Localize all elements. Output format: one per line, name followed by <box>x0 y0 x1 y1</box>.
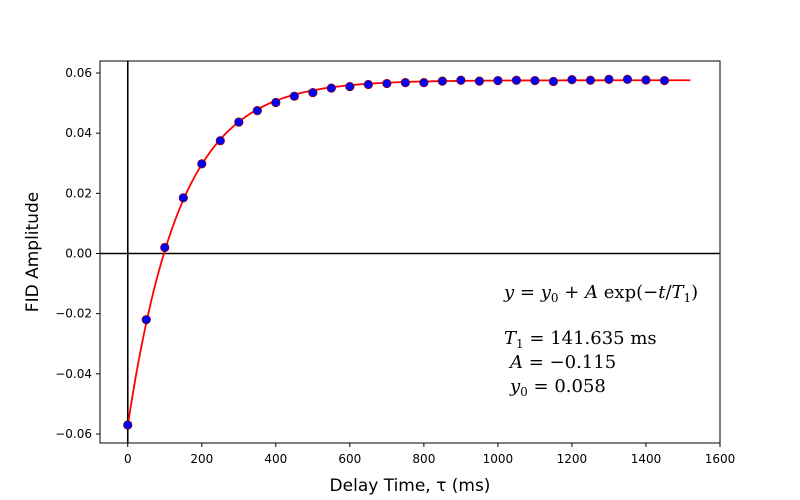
data-point <box>530 75 540 86</box>
y-axis-label: FID Amplitude <box>23 192 43 312</box>
fit-annotation: y = y0 + A exp(−t/T1) T1 = 141.635 ms A … <box>503 282 698 399</box>
y-tick-label: 0.02 <box>65 186 92 200</box>
y-tick-label: −0.06 <box>55 427 92 441</box>
y-tick-label: 0.06 <box>65 66 92 80</box>
data-point <box>197 159 207 169</box>
y-tick-label: −0.02 <box>55 307 92 321</box>
x-axis-label: Delay Time, τ (ms) <box>330 476 491 496</box>
x-tick-label: 400 <box>264 452 287 466</box>
data-point <box>567 75 577 85</box>
y-axis-ticks: −0.06 −0.04 −0.02 0.00 0.02 0.04 0.06 <box>55 66 100 441</box>
data-point <box>585 75 596 85</box>
data-point <box>123 420 133 430</box>
x-tick-label: 1600 <box>705 452 736 466</box>
y-tick-label: 0.00 <box>65 247 92 261</box>
x-tick-label: 600 <box>338 452 361 466</box>
zero-lines <box>100 61 720 443</box>
x-tick-label: 1200 <box>557 452 588 466</box>
data-point <box>474 76 485 86</box>
x-tick-label: 800 <box>412 452 435 466</box>
data-point <box>252 106 262 116</box>
plot-background <box>100 61 720 443</box>
data-point <box>345 81 355 92</box>
data-point <box>641 75 651 85</box>
data-point <box>604 74 614 84</box>
data-point <box>234 117 244 127</box>
data-point <box>178 193 188 203</box>
data-point <box>659 75 670 86</box>
data-point <box>160 242 170 253</box>
a-result-text: A = −0.115 <box>508 352 616 373</box>
data-point <box>437 76 447 86</box>
data-point <box>363 79 373 90</box>
data-point <box>271 97 281 108</box>
data-point <box>419 78 429 88</box>
data-point <box>215 136 225 146</box>
y-tick-label: −0.04 <box>55 367 92 381</box>
data-point <box>141 315 151 325</box>
x-axis-ticks: 0 200 400 600 800 1000 1200 1400 1600 <box>124 443 735 466</box>
data-point <box>493 75 503 86</box>
data-point <box>289 91 299 101</box>
x-tick-label: 0 <box>124 452 132 466</box>
x-tick-label: 1400 <box>631 452 662 466</box>
y0-result-text: y0 = 0.058 <box>509 376 606 399</box>
x-tick-label: 200 <box>190 452 213 466</box>
data-point <box>308 87 318 98</box>
data-point <box>400 78 410 88</box>
t1-result-text: T1 = 141.635 ms <box>504 328 657 351</box>
y-tick-label: 0.04 <box>65 126 92 140</box>
data-point <box>622 74 633 84</box>
equation-text: y = y0 + A exp(−t/T1) <box>503 282 698 305</box>
data-points-layer <box>123 74 670 430</box>
data-point <box>326 83 336 93</box>
data-point <box>511 75 522 85</box>
plot-frame <box>99 60 721 444</box>
x-tick-label: 1000 <box>483 452 514 466</box>
data-point <box>548 76 559 87</box>
data-point <box>382 78 392 89</box>
data-point <box>456 75 466 85</box>
